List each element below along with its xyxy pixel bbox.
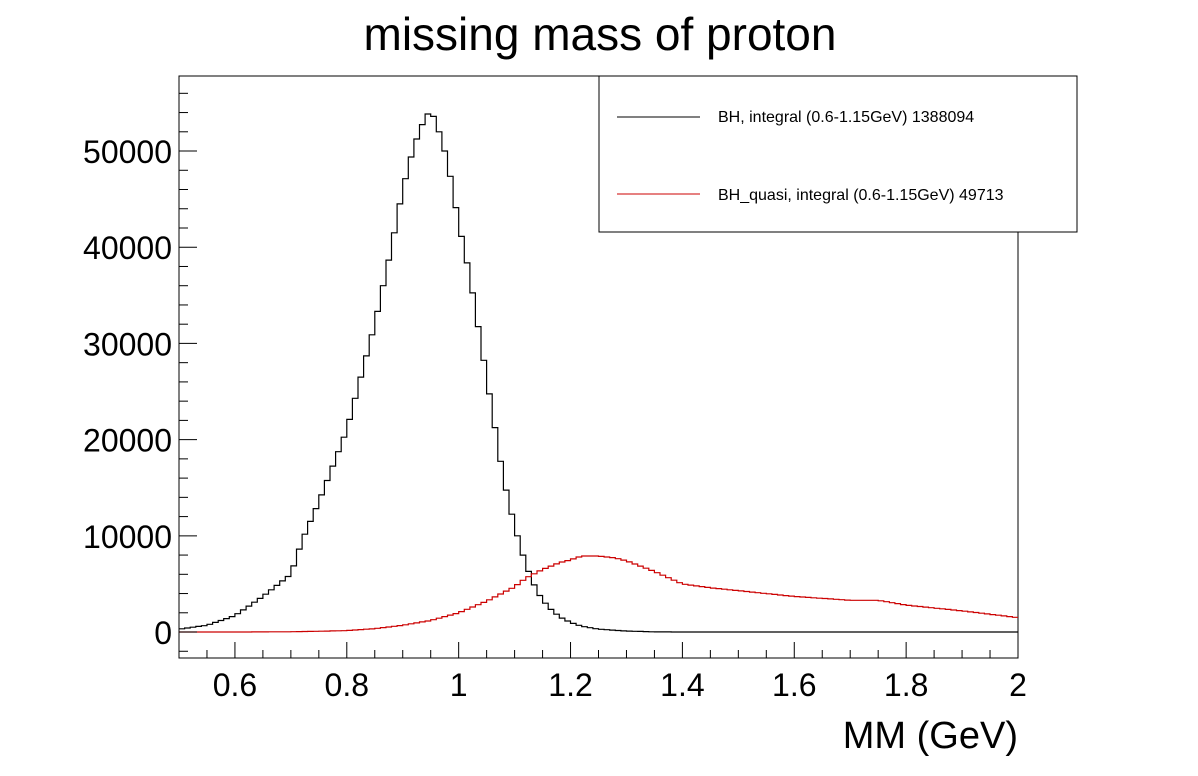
y-tick-label: 50000	[83, 134, 172, 170]
y-tick-label: 30000	[83, 326, 172, 362]
y-tick-label: 0	[154, 615, 172, 651]
chart-title: missing mass of proton	[364, 8, 837, 60]
x-tick-label: 1.8	[884, 667, 928, 703]
y-tick-label: 20000	[83, 423, 172, 459]
x-tick-label: 1	[450, 667, 468, 703]
series-line-1	[179, 555, 1018, 633]
series-group	[179, 113, 1018, 633]
x-tick-label: 2	[1009, 667, 1027, 703]
y-tick-label: 10000	[83, 519, 172, 555]
legend-box	[598, 75, 1078, 233]
x-tick-label: 1.4	[660, 667, 704, 703]
legend: BH, integral (0.6-1.15GeV) 1388094 BH_qu…	[598, 75, 1078, 233]
x-axis: 0.6 0.8 1 1.2 1.4 1.6 1.8 2	[178, 642, 1027, 703]
y-tick-label: 40000	[83, 230, 172, 266]
y-axis: 0 10000 20000 30000 40000 50000	[83, 92, 197, 652]
legend-label-bh-quasi: BH_quasi, integral (0.6-1.15GeV) 49713	[718, 187, 1004, 204]
series-line-0	[179, 113, 1018, 633]
legend-label-bh: BH, integral (0.6-1.15GeV) 1388094	[718, 109, 974, 126]
x-tick-label: 1.6	[772, 667, 816, 703]
x-tick-label: 1.2	[548, 667, 592, 703]
x-axis-label: MM (GeV)	[843, 715, 1018, 757]
x-tick-label: 0.8	[325, 667, 369, 703]
x-tick-label: 0.6	[213, 667, 257, 703]
